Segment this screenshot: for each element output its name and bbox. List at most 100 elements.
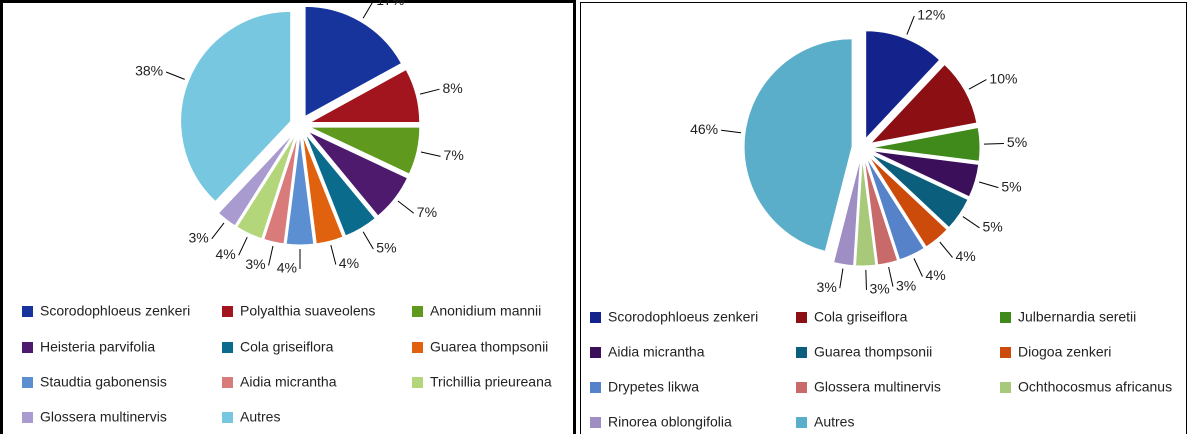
legend-swatch — [412, 306, 423, 317]
legend-label: Aidia micrantha — [608, 344, 705, 360]
pie-slice — [285, 134, 315, 246]
pie-slice — [217, 132, 295, 227]
legend-label: Drypetes likwa — [608, 379, 699, 395]
leader-line — [983, 143, 1004, 145]
pie-slice — [301, 134, 344, 245]
pie-slice — [865, 156, 925, 261]
pie-slice — [871, 150, 980, 198]
legend-label: Cola griseiflora — [240, 339, 334, 355]
panel-border — [580, 2, 1187, 439]
legend-swatch — [22, 412, 33, 423]
data-label: 7% — [417, 204, 437, 220]
legend-label: Autres — [240, 409, 280, 425]
legend-swatch — [590, 347, 601, 358]
leader-line — [419, 88, 440, 95]
data-label: 3% — [869, 281, 889, 297]
legend-swatch — [412, 377, 423, 388]
legend-label: Scorodophloeus zenkeri — [608, 309, 758, 325]
data-label: 4% — [215, 246, 235, 262]
leader-line — [165, 71, 185, 80]
leader-line — [888, 266, 894, 287]
leader-line — [962, 216, 980, 229]
data-label: 3% — [896, 277, 916, 293]
legend-label: Guarea thompsonii — [430, 339, 548, 355]
legend-label: Rinorea oblongifolia — [608, 414, 732, 430]
legend-swatch — [1000, 312, 1011, 323]
legend-swatch — [796, 347, 807, 358]
data-label: 17% — [376, 0, 404, 8]
legend-label: Autres — [814, 414, 854, 430]
legend-label: Diogoa zenkeri — [1018, 344, 1111, 360]
legend-swatch — [222, 412, 233, 423]
data-label: 3% — [245, 256, 265, 272]
pie-slice — [865, 30, 941, 140]
legend-swatch — [796, 417, 807, 428]
legend-label: Trichillia prieureana — [430, 374, 552, 390]
legend-label: Julbernardia seretii — [1018, 309, 1136, 325]
data-label: 5% — [1001, 178, 1021, 194]
legend-label: Guarea thompsonii — [814, 344, 932, 360]
pie-slice — [871, 126, 981, 162]
pie-slice — [867, 155, 948, 248]
legend-label: Glossera multinervis — [814, 379, 941, 395]
data-label: 3% — [817, 279, 837, 295]
pie-slice — [309, 126, 421, 175]
pie-slice — [180, 10, 292, 203]
legend-swatch — [22, 306, 33, 317]
leader-line — [420, 151, 441, 157]
legend-swatch — [796, 382, 807, 393]
pie-slice — [743, 38, 853, 252]
pie-slice — [307, 130, 409, 217]
legend-swatch — [590, 382, 601, 393]
leader-line — [397, 200, 415, 214]
legend-label: Anonidium mannii — [430, 303, 541, 319]
pie-slice — [304, 5, 403, 118]
leader-line — [211, 222, 225, 240]
pie-slice — [304, 133, 376, 237]
leader-line — [839, 268, 844, 289]
legend-swatch — [222, 342, 233, 353]
legend-label: Aidia micrantha — [240, 374, 337, 390]
data-label: 4% — [925, 267, 945, 283]
data-label: 5% — [1007, 134, 1027, 150]
data-label: 10% — [989, 70, 1017, 86]
leader-line — [865, 269, 867, 290]
data-label: 8% — [442, 80, 462, 96]
leader-line — [238, 236, 248, 256]
data-label: 38% — [135, 63, 163, 79]
legend-label: Cola griseiflora — [814, 309, 908, 325]
leader-line — [968, 79, 987, 90]
legend-swatch — [22, 377, 33, 388]
leader-line — [721, 129, 742, 134]
pie-slice — [263, 134, 299, 245]
legend-label: Scorodophloeus zenkeri — [40, 303, 190, 319]
legend-swatch — [1000, 382, 1011, 393]
legend-label: Polyalthia suaveolens — [240, 303, 375, 319]
legend-swatch — [222, 306, 233, 317]
legend-swatch — [590, 417, 601, 428]
data-label: 3% — [189, 229, 209, 245]
legend-label: Heisteria parvifolia — [40, 339, 155, 355]
leader-line — [939, 241, 953, 258]
pie-slice — [309, 68, 421, 124]
legend-swatch — [1000, 347, 1011, 358]
leader-line — [268, 245, 274, 266]
data-label: 4% — [956, 248, 976, 264]
data-label: 5% — [982, 219, 1002, 235]
data-label: 4% — [339, 255, 359, 271]
pie-slice — [869, 63, 978, 144]
leader-line — [913, 258, 923, 277]
data-label: 12% — [917, 7, 945, 23]
legend-swatch — [796, 312, 807, 323]
legend-label: Ochthocosmus africanus — [1018, 379, 1172, 395]
pie-slice — [832, 157, 861, 267]
data-label: 46% — [690, 121, 718, 137]
data-label: 7% — [444, 147, 464, 163]
legend-label: Staudtia gabonensis — [40, 374, 167, 390]
leader-line — [362, 0, 374, 19]
legend-swatch — [590, 312, 601, 323]
legend-swatch — [22, 342, 33, 353]
panel-border — [0, 0, 576, 439]
